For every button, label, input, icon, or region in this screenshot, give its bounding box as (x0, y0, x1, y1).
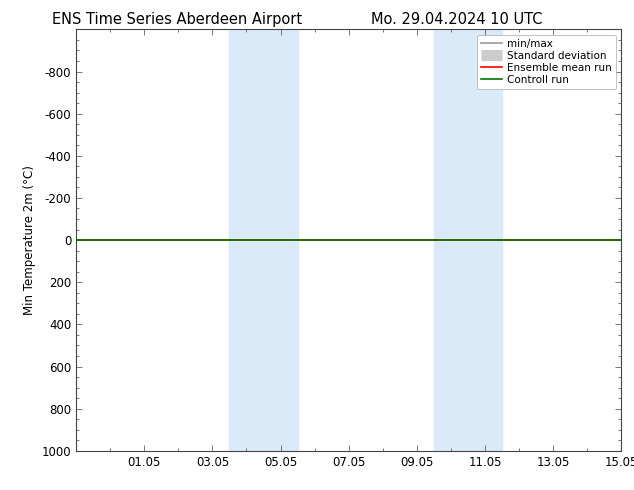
Bar (230, 29, 297, 451)
Text: ENS Time Series Aberdeen Airport: ENS Time Series Aberdeen Airport (53, 12, 302, 27)
Bar (434, 29, 502, 451)
Y-axis label: Min Temperature 2m (°C): Min Temperature 2m (°C) (23, 165, 36, 315)
Legend: min/max, Standard deviation, Ensemble mean run, Controll run: min/max, Standard deviation, Ensemble me… (477, 35, 616, 89)
Text: Mo. 29.04.2024 10 UTC: Mo. 29.04.2024 10 UTC (371, 12, 542, 27)
